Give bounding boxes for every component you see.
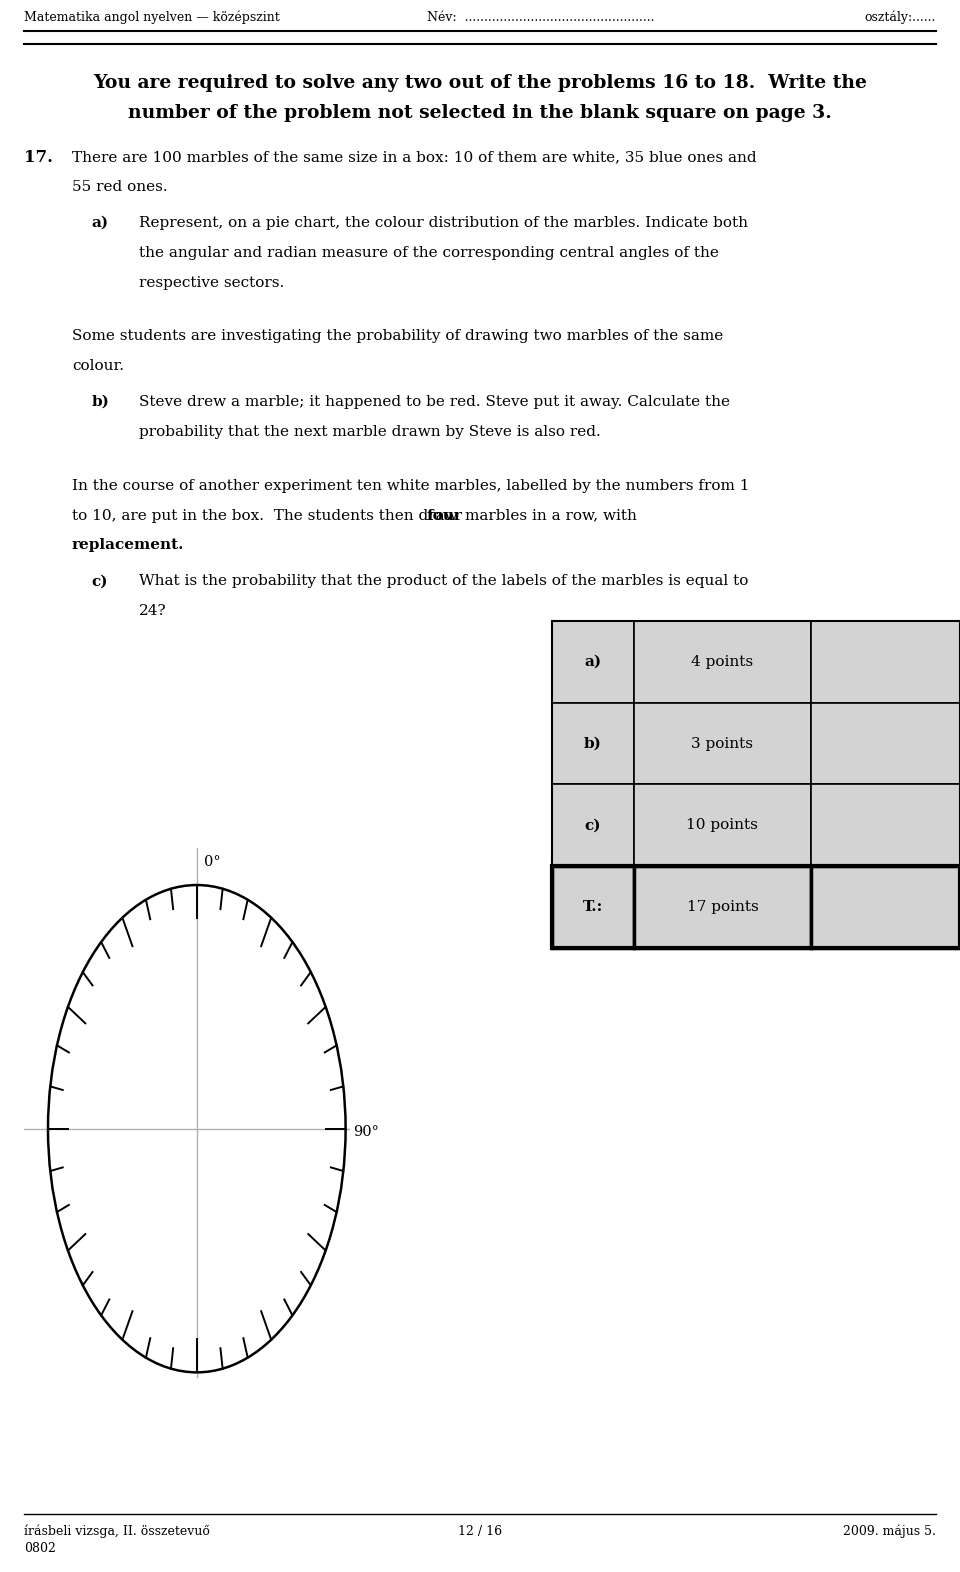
Bar — [552, 866, 634, 948]
Text: respective sectors.: respective sectors. — [139, 275, 284, 289]
Text: 17.: 17. — [24, 149, 53, 165]
Text: the angular and radian measure of the corresponding central angles of the: the angular and radian measure of the co… — [139, 245, 719, 259]
Bar — [552, 703, 634, 784]
Bar — [811, 866, 960, 948]
Text: There are 100 marbles of the same size in a box: 10 of them are white, 35 blue o: There are 100 marbles of the same size i… — [72, 151, 756, 163]
Text: What is the probability that the product of the labels of the marbles is equal t: What is the probability that the product… — [139, 574, 749, 588]
Text: c): c) — [585, 819, 601, 832]
Bar — [634, 784, 811, 866]
Bar — [634, 703, 811, 784]
Text: T.:: T.: — [583, 901, 603, 913]
Text: 10 points: 10 points — [686, 819, 758, 832]
Text: probability that the next marble drawn by Steve is also red.: probability that the next marble drawn b… — [139, 424, 601, 439]
Bar — [811, 621, 960, 703]
Text: 4 points: 4 points — [691, 656, 754, 668]
Text: 0802: 0802 — [24, 1542, 56, 1555]
Text: 17 points: 17 points — [686, 901, 758, 913]
Bar — [811, 703, 960, 784]
Text: number of the problem not selected in the blank square on page 3.: number of the problem not selected in th… — [128, 104, 832, 123]
Text: b): b) — [584, 737, 602, 750]
Text: írásbeli vizsga, II. összetevuő: írásbeli vizsga, II. összetevuő — [24, 1525, 210, 1537]
Bar — [552, 866, 960, 948]
Text: Represent, on a pie chart, the colour distribution of the marbles. Indicate both: Represent, on a pie chart, the colour di… — [139, 215, 748, 230]
Text: c): c) — [91, 574, 108, 588]
Text: Matematika angol nyelven — középszint: Matematika angol nyelven — középszint — [24, 11, 279, 24]
Text: to 10, are put in the box.  The students then draw: to 10, are put in the box. The students … — [72, 509, 458, 522]
Bar — [634, 621, 811, 703]
Text: Steve drew a marble; it happened to be red. Steve put it away. Calculate the: Steve drew a marble; it happened to be r… — [139, 395, 731, 409]
Text: In the course of another experiment ten white marbles, labelled by the numbers f: In the course of another experiment ten … — [72, 479, 750, 492]
Bar — [552, 621, 960, 948]
Text: a): a) — [585, 656, 601, 668]
Text: Some students are investigating the probability of drawing two marbles of the sa: Some students are investigating the prob… — [72, 330, 723, 343]
Text: replacement.: replacement. — [72, 539, 184, 552]
Text: colour.: colour. — [72, 360, 124, 373]
Text: marbles in a row, with: marbles in a row, with — [465, 509, 636, 522]
Text: b): b) — [91, 395, 109, 409]
Text: 2009. május 5.: 2009. május 5. — [843, 1525, 936, 1537]
Text: 90°: 90° — [353, 1126, 379, 1138]
Text: 0°: 0° — [204, 855, 221, 869]
Text: four: four — [426, 509, 462, 522]
Bar — [552, 621, 634, 703]
Text: Név:  .................................................: Név: ...................................… — [427, 11, 655, 24]
Text: 24?: 24? — [139, 604, 167, 618]
Text: osztály:......: osztály:...... — [865, 11, 936, 24]
Text: a): a) — [91, 215, 108, 230]
Bar — [811, 784, 960, 866]
Text: 12 / 16: 12 / 16 — [458, 1525, 502, 1537]
Bar — [552, 784, 634, 866]
Text: You are required to solve any two out of the problems 16 to 18.  Write the: You are required to solve any two out of… — [93, 74, 867, 93]
Text: 55 red ones.: 55 red ones. — [72, 181, 168, 193]
Bar — [634, 866, 811, 948]
Text: 3 points: 3 points — [691, 737, 754, 750]
